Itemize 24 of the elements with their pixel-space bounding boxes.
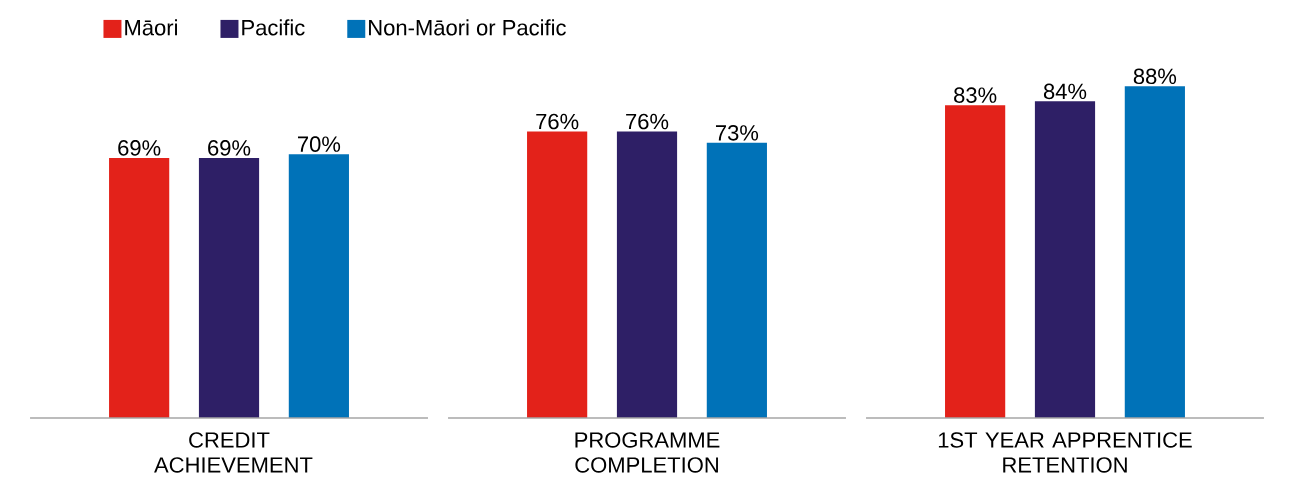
data-label: 73% [715,125,759,141]
data-label: 76% [626,113,669,130]
data-label: 83% [954,87,997,103]
data-label: 76% [536,113,579,130]
data-label: 70% [297,136,341,152]
bar [1034,101,1096,418]
bar [945,105,1006,418]
legend-label: Pacific [242,19,305,36]
bar [616,131,678,418]
data-label: 69% [118,140,161,156]
legend-label: Non-Māori or Pacific [369,19,566,36]
x-tick-label: CREDIT ACHIEVEMENT [154,432,313,473]
legend-label: Māori [125,19,177,36]
bar [706,142,767,418]
bar [198,157,260,418]
bar [1124,86,1185,418]
bar [288,154,349,418]
data-label: 88% [1133,68,1177,85]
x-tick-label: 1ST YEAR APPRENTICE RETENTION [938,432,1192,473]
x-tick-label: PROGRAMME COMPLETION [575,432,720,473]
data-label: 84% [1043,83,1087,100]
bar [527,131,588,418]
data-label: 69% [208,140,251,156]
bar [109,157,170,418]
